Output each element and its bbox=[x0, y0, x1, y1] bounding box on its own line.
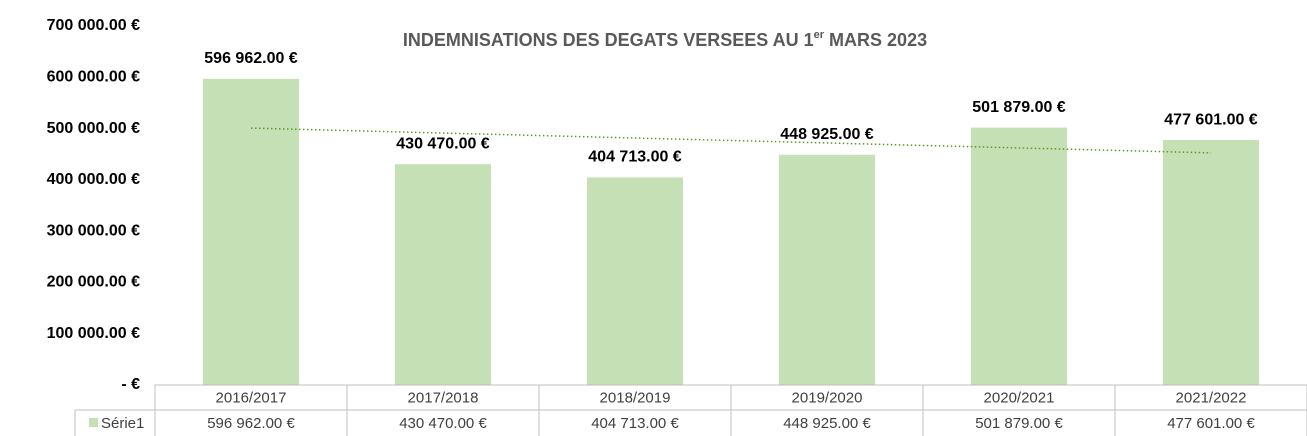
x-tick-label: 2020/2021 bbox=[984, 389, 1055, 406]
bar bbox=[779, 154, 875, 385]
trendline bbox=[250, 127, 1212, 154]
table-value: 501 879.00 € bbox=[975, 415, 1063, 432]
table-value: 404 713.00 € bbox=[591, 415, 679, 432]
value-label: 596 962.00 € bbox=[204, 50, 298, 67]
value-label: 448 925.00 € bbox=[780, 126, 874, 143]
chart-title: INDEMNISATIONS DES DEGATS VERSEES AU 1er… bbox=[403, 29, 927, 50]
title-part: INDEMNISATIONS DES DEGATS VERSEES AU 1 bbox=[403, 30, 814, 50]
x-tick-label: 2018/2019 bbox=[600, 389, 671, 406]
value-label: 404 713.00 € bbox=[588, 149, 682, 166]
legend-label: Série1 bbox=[101, 415, 144, 432]
bar bbox=[1163, 140, 1259, 385]
x-tick-label: 2019/2020 bbox=[792, 389, 863, 406]
table-value: 477 601.00 € bbox=[1167, 415, 1255, 432]
x-tick-label: 2017/2018 bbox=[408, 389, 479, 406]
y-tick-label: - € bbox=[121, 376, 140, 393]
table-value: 430 470.00 € bbox=[399, 415, 487, 432]
y-tick-label: 600 000.00 € bbox=[47, 69, 141, 86]
y-tick-label: 200 000.00 € bbox=[47, 274, 141, 291]
title-part: MARS 2023 bbox=[824, 30, 927, 50]
x-tick-label: 2016/2017 bbox=[216, 389, 287, 406]
table-value: 596 962.00 € bbox=[207, 415, 295, 432]
bar bbox=[971, 127, 1067, 385]
y-tick-label: 100 000.00 € bbox=[47, 325, 141, 342]
value-label: 477 601.00 € bbox=[1164, 111, 1258, 128]
y-tick-label: 700 000.00 € bbox=[47, 17, 141, 34]
y-tick-label: 500 000.00 € bbox=[47, 120, 141, 137]
bar bbox=[395, 164, 491, 385]
y-tick-label: 300 000.00 € bbox=[47, 222, 141, 239]
value-label: 501 879.00 € bbox=[972, 99, 1066, 116]
y-tick-label: 400 000.00 € bbox=[47, 171, 141, 188]
title-superscript: er bbox=[814, 29, 825, 41]
value-label: 430 470.00 € bbox=[396, 135, 490, 152]
x-tick-label: 2021/2022 bbox=[1176, 389, 1247, 406]
bar bbox=[587, 177, 683, 385]
legend-key bbox=[89, 418, 98, 427]
bar bbox=[203, 78, 299, 385]
table-value: 448 925.00 € bbox=[783, 415, 871, 432]
